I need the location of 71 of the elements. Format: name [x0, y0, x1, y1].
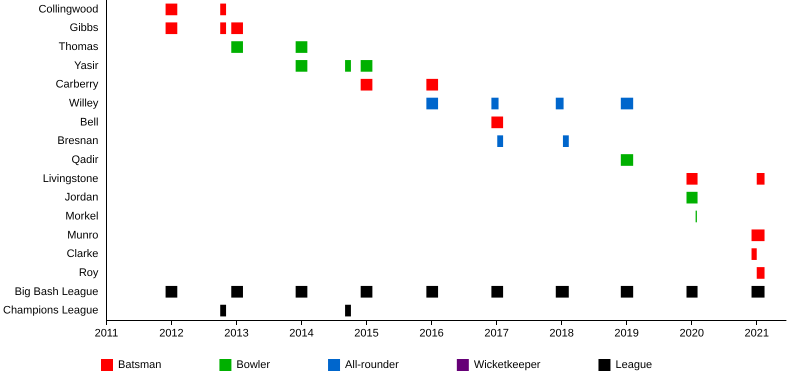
- y-tick-label: Gibbs: [70, 22, 99, 34]
- bar: [686, 192, 698, 204]
- bar: [231, 41, 243, 53]
- y-tick-label: Livingstone: [42, 172, 98, 185]
- y-tick-label: Champions League: [2, 304, 98, 317]
- bar: [220, 22, 226, 34]
- legend-label: League: [615, 359, 652, 371]
- bar: [360, 78, 372, 91]
- bar: [620, 98, 634, 110]
- bar: [756, 172, 765, 185]
- bar: [556, 286, 569, 298]
- bar: [360, 286, 372, 298]
- bar: [426, 286, 438, 298]
- x-tick-label: 2018: [549, 328, 574, 340]
- y-tick-label: Carberry: [56, 78, 99, 91]
- y-tick-label: Willey: [69, 98, 99, 110]
- bar: [166, 22, 178, 34]
- bar: [220, 4, 226, 16]
- bar: [491, 98, 499, 110]
- y-tick-label: Roy: [78, 266, 99, 279]
- y-tick-label: Qadir: [71, 154, 99, 166]
- bar: [491, 286, 504, 298]
- legend-label: All-rounder: [345, 359, 400, 371]
- bar: [426, 98, 438, 110]
- bar: [562, 135, 569, 148]
- bar: [497, 135, 504, 148]
- legend-label: Wicketkeeper: [474, 359, 541, 371]
- bar: [296, 286, 308, 298]
- bar: [360, 60, 372, 72]
- bar: [231, 286, 243, 298]
- y-tick-label: Clarke: [66, 248, 98, 260]
- bar: [686, 286, 698, 298]
- x-tick-label: 2021: [744, 328, 769, 340]
- y-tick-label: Morkel: [65, 210, 98, 222]
- y-tick-label: Jordan: [64, 192, 98, 204]
- x-tick-label: 2013: [224, 328, 249, 340]
- x-tick-label: 2015: [354, 328, 379, 340]
- bar: [752, 248, 757, 260]
- bar: [620, 286, 634, 298]
- x-tick-label: 2017: [484, 328, 509, 340]
- bar: [620, 154, 634, 166]
- y-tick-label: Munro: [67, 229, 98, 242]
- y-tick-label: Bresnan: [57, 135, 98, 148]
- legend-label: Bowler: [236, 359, 270, 371]
- x-tick-label: 2020: [679, 328, 704, 340]
- bar: [345, 60, 351, 72]
- x-tick-label: 2016: [419, 328, 444, 340]
- bar: [686, 172, 698, 185]
- y-tick-label: Yasir: [74, 60, 99, 72]
- x-tick-label: 2014: [289, 328, 314, 340]
- bar: [752, 286, 765, 298]
- bar: [752, 229, 765, 242]
- y-tick-label: Thomas: [58, 41, 99, 54]
- bar: [491, 116, 504, 128]
- bar: [756, 267, 765, 279]
- y-tick-label: Bell: [80, 116, 98, 128]
- bar: [345, 304, 351, 316]
- bar: [166, 286, 178, 298]
- legend-label: Batsman: [118, 359, 162, 371]
- y-tick-label: Collingwood: [38, 3, 98, 16]
- bar: [220, 304, 226, 316]
- x-tick-label: 2019: [614, 328, 639, 340]
- x-tick-label: 2011: [94, 328, 118, 340]
- bar: [426, 78, 438, 91]
- bar: [296, 41, 308, 53]
- y-tick-label: Big Bash League: [14, 286, 98, 298]
- bar: [166, 4, 178, 16]
- x-tick-label: 2012: [159, 328, 184, 340]
- bar: [231, 22, 243, 34]
- bar: [556, 98, 564, 110]
- bar: [296, 60, 308, 72]
